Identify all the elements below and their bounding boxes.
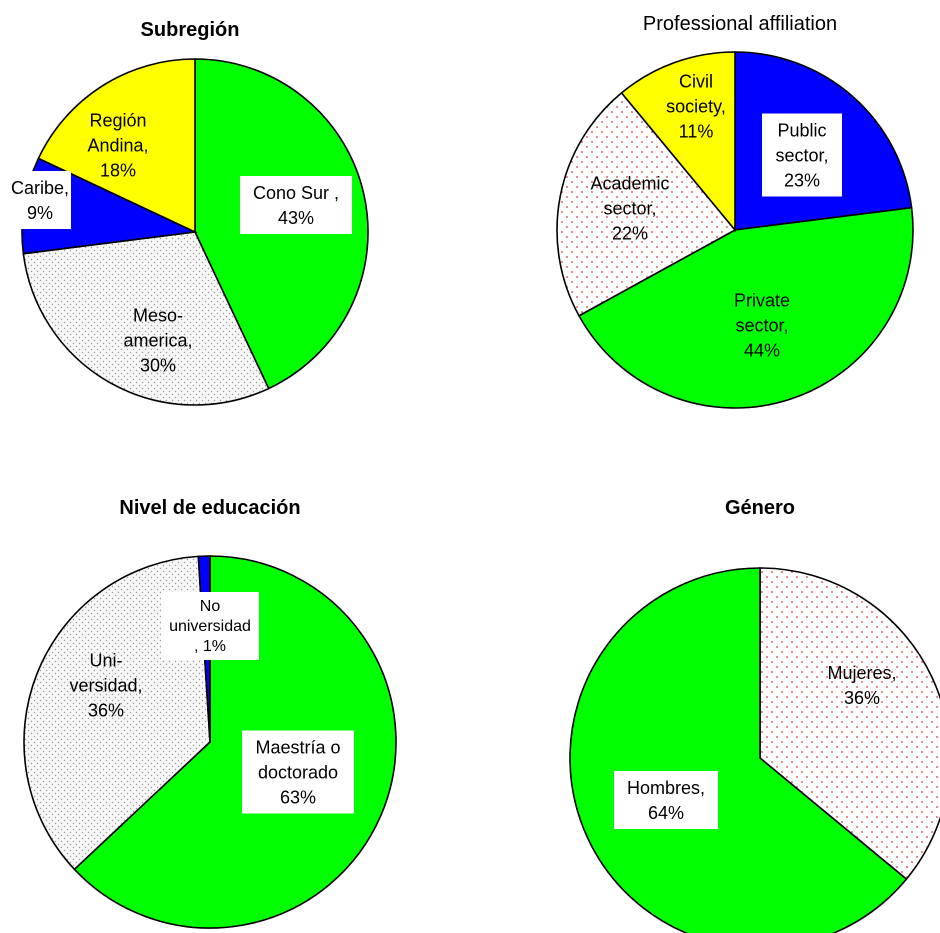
- data-label-line: sector,: [735, 316, 788, 336]
- data-label-line: 23%: [784, 171, 820, 191]
- data-label-line: 44%: [744, 341, 780, 361]
- data-label-background: [762, 113, 842, 197]
- chart-title-nivel-educacion: Nivel de educación: [119, 497, 300, 519]
- data-label-background: [614, 771, 718, 829]
- data-label-line: 18%: [100, 161, 136, 181]
- data-label-line: Mujeres,: [827, 663, 896, 683]
- data-label-line: Caribe,: [11, 178, 69, 198]
- data-label: Caribe, 9%: [9, 171, 71, 229]
- data-label-line: Hombres,: [627, 778, 705, 798]
- data-label-line: No: [200, 598, 221, 615]
- data-label-line: sector,: [603, 199, 656, 219]
- pie-labels-professional-affiliation: Public sector, 23% Private sector, 44% Academi…: [590, 72, 842, 361]
- pie-slices-professional-affiliation: [556, 51, 914, 409]
- pie-labels-genero: Mujeres, 36% Hombres, 64%: [614, 663, 897, 829]
- pie-slices-subregion: [21, 58, 369, 406]
- pie-slices-genero: [569, 567, 940, 933]
- data-label-line: Cono Sur ,: [253, 183, 339, 203]
- chart-subregion: Subregión Cono Sur ,43%Meso-america,30%C…: [9, 19, 369, 406]
- data-label: No universidad , 1%: [161, 592, 259, 660]
- data-label-line: america,: [123, 331, 192, 351]
- data-label-line: society,: [666, 97, 726, 117]
- data-label-line: 43%: [278, 208, 314, 228]
- pie-labels-subregion: Cono Sur , 43% Meso-america, 30% Caribe, 9% Re…: [9, 111, 352, 376]
- chart-professional-affiliation: Professional affiliation Public sector, 23…: [556, 13, 914, 409]
- data-label-line: universidad: [169, 618, 251, 635]
- pie-slice-private-sector: [577, 206, 914, 409]
- chart-nivel-educacion: Nivel de educación Maestría o doctorado 63…: [23, 497, 397, 929]
- pie-labels-nivel-educacion: Maestría o doctorado 63% Uni-versidad, 36% No…: [69, 592, 354, 814]
- data-label-line: 30%: [140, 356, 176, 376]
- pie-slice-mujeres: [759, 567, 940, 881]
- data-label-line: Public: [777, 121, 826, 141]
- data-label-line: 64%: [648, 803, 684, 823]
- data-label-line: 9%: [27, 203, 53, 223]
- data-label: Uni-versidad, 36%: [69, 651, 142, 721]
- data-label: Academic sector, 22%: [590, 174, 669, 244]
- data-label: Región Andina, 18%: [87, 111, 148, 181]
- chart-title-professional-affiliation: Professional affiliation: [643, 13, 837, 35]
- data-label-background: [242, 730, 354, 814]
- data-label-line: Academic: [590, 174, 669, 194]
- data-label-background: [240, 176, 352, 234]
- pie-slice-maestría-o-doctorado: [73, 555, 397, 929]
- data-label-background: [9, 171, 71, 229]
- data-label: Public sector, 23%: [762, 113, 842, 197]
- pie-slice-región-andina: [37, 58, 196, 234]
- pie-slice-meso-america: [22, 231, 270, 406]
- data-label: Hombres, 64%: [614, 771, 718, 829]
- data-label-line: Meso-: [133, 306, 183, 326]
- data-label-line: 63%: [280, 788, 316, 808]
- data-label-line: Andina,: [87, 136, 148, 156]
- data-label: Private sector, 44%: [734, 291, 790, 361]
- data-label-line: Private: [734, 291, 790, 311]
- chart-title-genero: Género: [725, 497, 795, 519]
- pie-slice-hombres: [569, 567, 908, 933]
- data-label: Maestría o doctorado 63%: [242, 730, 354, 814]
- data-label-line: sector,: [775, 146, 828, 166]
- data-label-line: Civil: [679, 72, 713, 92]
- chart-title-subregion: Subregión: [141, 19, 240, 41]
- pie-slices-nivel-educacion: [23, 555, 397, 929]
- data-label-line: Maestría o: [255, 738, 340, 758]
- data-label: Cono Sur , 43%: [240, 176, 352, 234]
- data-label-background: [161, 592, 259, 660]
- data-label-line: 36%: [88, 701, 124, 721]
- data-label: Mujeres, 36%: [827, 663, 896, 708]
- data-label-line: 11%: [679, 122, 714, 142]
- data-label-line: 22%: [612, 224, 648, 244]
- pie-slice-academic-sector: [556, 91, 737, 317]
- data-label-line: versidad,: [69, 676, 142, 696]
- data-label: Civil society, 11%: [666, 72, 726, 142]
- data-label-line: Uni-: [89, 651, 122, 671]
- chart-genero: Género Mujeres, 36% Hombres, 64%: [569, 497, 940, 933]
- data-label: Meso-america, 30%: [123, 306, 192, 376]
- data-label-line: Región: [89, 111, 146, 131]
- pie-slice-civil-society: [620, 51, 736, 233]
- data-label-line: 36%: [844, 688, 880, 708]
- data-label-line: , 1%: [194, 638, 226, 655]
- data-label-line: doctorado: [258, 763, 338, 783]
